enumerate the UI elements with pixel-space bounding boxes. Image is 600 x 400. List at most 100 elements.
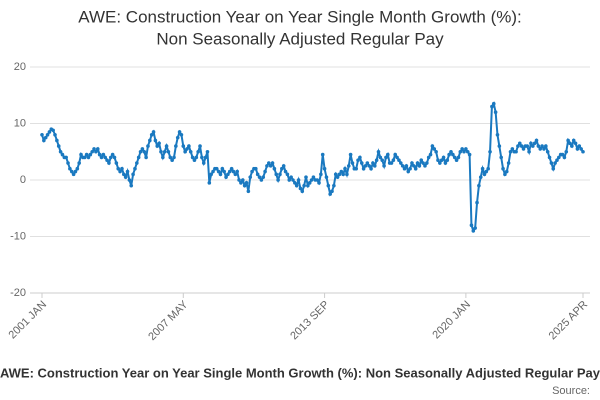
point <box>280 166 284 171</box>
point <box>551 166 556 171</box>
point <box>536 144 541 148</box>
point <box>224 175 228 179</box>
point <box>181 144 186 148</box>
point <box>233 172 238 177</box>
point <box>82 155 87 160</box>
point <box>491 101 496 106</box>
point <box>577 144 582 148</box>
point <box>508 149 513 154</box>
point <box>527 149 531 154</box>
point <box>159 149 163 154</box>
point <box>473 226 477 230</box>
point <box>365 161 370 165</box>
point <box>188 149 193 154</box>
point <box>250 169 254 174</box>
point <box>127 178 132 182</box>
y-tick-label: -10 <box>10 230 26 242</box>
point <box>174 144 178 148</box>
point <box>545 149 550 154</box>
point <box>504 169 509 174</box>
point <box>71 172 76 177</box>
point <box>493 110 498 114</box>
point <box>462 149 466 154</box>
point <box>382 164 386 168</box>
point <box>417 164 422 168</box>
point <box>317 181 321 185</box>
point <box>136 155 141 160</box>
point <box>77 161 81 165</box>
point <box>231 169 236 174</box>
point <box>164 144 169 148</box>
point <box>170 158 174 163</box>
point <box>267 161 271 165</box>
point <box>45 133 50 137</box>
point <box>560 152 565 157</box>
point <box>64 155 68 160</box>
point <box>517 141 522 146</box>
point <box>257 175 262 179</box>
point <box>175 135 180 140</box>
point <box>194 155 199 160</box>
point <box>229 166 234 171</box>
point <box>222 169 226 174</box>
point <box>374 158 379 163</box>
point <box>114 161 119 165</box>
point <box>573 141 578 146</box>
point <box>42 138 46 143</box>
point <box>56 144 61 148</box>
point <box>283 169 288 174</box>
point <box>99 155 104 160</box>
source: Source: <box>552 385 590 397</box>
point <box>116 166 121 171</box>
point <box>144 155 148 160</box>
point <box>332 183 336 188</box>
point <box>220 166 225 171</box>
point <box>521 147 526 151</box>
point <box>402 166 407 171</box>
chart-title: AWE: Construction Year on Year Single Mo… <box>78 7 522 26</box>
point <box>97 152 102 157</box>
x-tick-label: 2001 JAN <box>7 299 50 342</box>
point <box>501 166 505 171</box>
point <box>571 138 576 143</box>
point <box>270 161 275 165</box>
point <box>341 172 345 177</box>
point <box>484 169 489 174</box>
point <box>211 169 215 174</box>
y-tick-label: 0 <box>20 174 26 186</box>
point <box>426 155 431 160</box>
point <box>255 172 260 177</box>
point <box>207 181 212 185</box>
point <box>237 178 241 182</box>
point <box>542 147 546 151</box>
point <box>423 164 427 168</box>
point <box>278 172 282 177</box>
point <box>125 169 130 174</box>
point <box>289 175 293 179</box>
point <box>131 172 135 177</box>
point <box>581 149 585 154</box>
point <box>356 158 360 163</box>
point <box>296 178 301 182</box>
point <box>326 183 331 188</box>
point <box>153 138 158 143</box>
point <box>412 164 416 168</box>
point <box>55 138 59 143</box>
point <box>413 166 418 171</box>
point <box>105 158 109 163</box>
point <box>198 144 202 148</box>
point <box>108 155 113 160</box>
point <box>242 183 247 188</box>
point <box>196 149 200 154</box>
point <box>339 169 344 174</box>
point <box>566 138 570 143</box>
point <box>547 155 552 160</box>
point <box>369 166 373 171</box>
point <box>506 161 511 165</box>
point <box>161 155 165 160</box>
point <box>287 178 292 182</box>
point <box>320 152 325 157</box>
point <box>363 164 368 168</box>
point <box>454 158 459 163</box>
point <box>447 152 451 157</box>
